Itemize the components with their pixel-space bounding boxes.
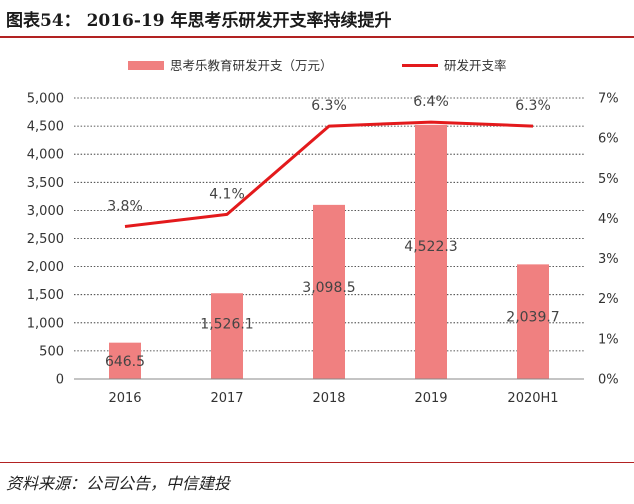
- line-data-label: 6.3%: [311, 98, 347, 114]
- bar: [211, 293, 243, 379]
- line-data-label: 6.4%: [413, 94, 449, 110]
- data-labels: 646.5 1,526.1 3,098.5 4,522.3 2,039.7 3.8% 4.1…: [105, 94, 560, 370]
- bar: [109, 342, 141, 379]
- y-tick-label: 2,500: [27, 232, 64, 247]
- bar: [517, 264, 549, 379]
- y2-tick-label: 7%: [598, 92, 619, 107]
- y-tick-label: 4,000: [27, 148, 64, 163]
- x-tick-label: 2019: [414, 391, 447, 406]
- bar-series: [109, 124, 549, 379]
- y2-tick-label: 0%: [598, 373, 619, 388]
- bar-data-label: 1,526.1: [200, 316, 253, 332]
- line-data-label: 4.1%: [209, 186, 245, 202]
- y-tick-label: 1,000: [27, 316, 64, 331]
- chart: 思考乐教育研发开支（万元） 研发开支率 646.5 1,526.1 3,098.5 4,…: [27, 58, 619, 407]
- figure-title: 图表54： 2016-19 年思考乐研发开支率持续提升: [6, 11, 392, 31]
- y-tick-label: 500: [39, 344, 64, 359]
- x-tick-label: 2016: [108, 391, 141, 406]
- y-tick-label: 1,500: [27, 288, 64, 303]
- y2-tick-label: 4%: [598, 212, 619, 227]
- source-note: 资料来源：公司公告，中信建投: [6, 474, 231, 493]
- y-tick-label: 5,000: [27, 92, 64, 107]
- y-tick-label: 2,000: [27, 260, 64, 275]
- line-data-label: 3.8%: [107, 198, 143, 214]
- y-tick-label: 4,500: [27, 120, 64, 135]
- bar: [415, 124, 447, 379]
- legend-label-line: 研发开支率: [444, 58, 507, 73]
- x-tick-label: 2018: [312, 391, 345, 406]
- y-tick-label: 3,500: [27, 176, 64, 191]
- legend-swatch-bar: [128, 61, 164, 70]
- rate-line: [124, 120, 534, 228]
- line-series: [124, 120, 534, 228]
- y2-tick-label: 6%: [598, 132, 619, 147]
- y2-tick-label: 5%: [598, 172, 619, 187]
- footer-rule: [0, 462, 634, 463]
- bar-data-label: 2,039.7: [506, 310, 559, 326]
- line-data-label: 6.3%: [515, 98, 551, 114]
- y-tick-label: 3,000: [27, 204, 64, 219]
- figure-header: 图表54： 2016-19 年思考乐研发开支率持续提升: [0, 0, 634, 40]
- bar-data-label: 646.5: [105, 354, 145, 370]
- bar-data-label: 3,098.5: [302, 280, 355, 296]
- chart-axes: 0 500 1,000 1,500 2,000 2,500 3,000 3,500 4,000 4…: [27, 92, 619, 407]
- bar-data-label: 4,522.3: [404, 239, 457, 255]
- x-tick-label: 2017: [210, 391, 243, 406]
- y-tick-label: 0: [56, 373, 64, 388]
- chart-legend: 思考乐教育研发开支（万元） 研发开支率: [128, 58, 507, 73]
- legend-label-bar: 思考乐教育研发开支（万元）: [170, 58, 333, 73]
- y2-tick-label: 2%: [598, 292, 619, 307]
- bar: [313, 204, 345, 379]
- header-rule: [0, 36, 634, 38]
- x-tick-label: 2020H1: [507, 391, 558, 406]
- y2-tick-label: 3%: [598, 252, 619, 267]
- y2-tick-label: 1%: [598, 332, 619, 347]
